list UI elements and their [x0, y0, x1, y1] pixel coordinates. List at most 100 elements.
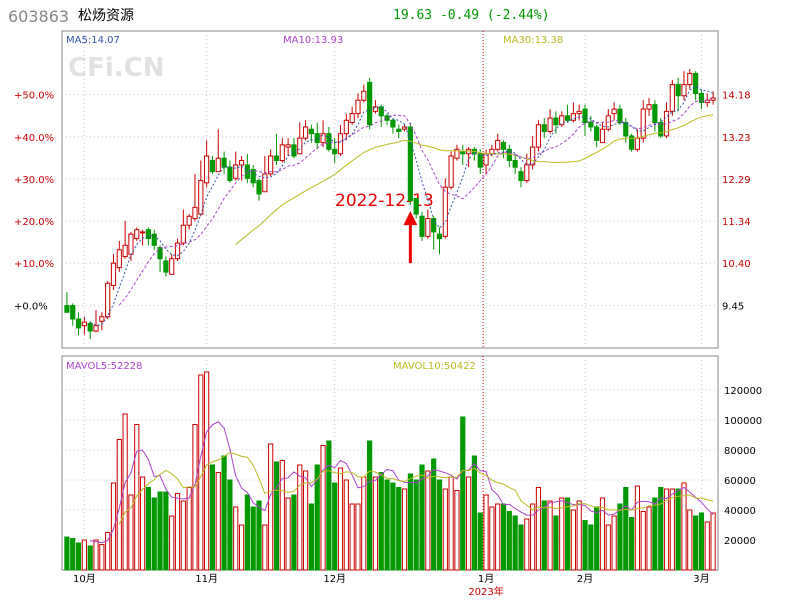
volume-bar	[535, 487, 542, 571]
volume-bar	[425, 470, 431, 571]
candle-up	[547, 117, 553, 132]
volume-bar	[139, 476, 146, 571]
candle-up	[442, 186, 448, 237]
x-year-label: 2023年	[468, 585, 503, 598]
candle-down	[675, 84, 681, 97]
x-month-label: 2月	[577, 573, 593, 585]
volume-bar	[640, 511, 646, 571]
volume-bar	[326, 440, 332, 571]
x-month-label: 1月	[478, 573, 494, 585]
y-left-tick-label: +20.0%	[14, 217, 54, 228]
candle-up	[81, 321, 87, 327]
ma30-line	[235, 114, 714, 245]
candle-up	[372, 106, 379, 112]
volume-bar	[512, 515, 518, 571]
volume-bar	[262, 524, 268, 571]
volume-bar	[204, 371, 210, 571]
candle-down	[594, 126, 600, 141]
volume-bar	[151, 497, 157, 571]
candle-up	[215, 157, 221, 173]
candle-down	[227, 166, 233, 182]
candle-down	[460, 151, 466, 155]
candle-up	[611, 108, 617, 115]
candle-down	[221, 157, 227, 168]
volume-bar	[116, 439, 122, 571]
candle-up	[122, 244, 128, 257]
candle-down	[250, 168, 256, 184]
volume-bar	[192, 424, 198, 571]
candle-down	[145, 229, 152, 240]
candle-up	[320, 133, 326, 144]
candle-down	[553, 117, 559, 126]
volume-bar	[594, 506, 600, 571]
y-left-tick-label: +0.0%	[14, 302, 48, 313]
candle-up	[599, 128, 606, 144]
volume-bar	[675, 488, 681, 571]
candle-up	[681, 84, 687, 97]
volume-bar	[93, 539, 99, 571]
volume-tick-label: 100000	[724, 416, 762, 427]
y-right-tick-label: 12.29	[722, 175, 751, 186]
candle-down	[541, 124, 547, 132]
volume-bar	[710, 512, 716, 571]
candle-down	[75, 318, 82, 329]
volume-tick-label: 120000	[724, 386, 762, 397]
volume-bar	[611, 515, 617, 571]
volume-bar	[70, 538, 76, 571]
volume-bar	[518, 524, 524, 571]
candle-down	[70, 305, 76, 320]
candle-up	[99, 316, 105, 322]
volume-bar	[215, 472, 221, 571]
volume-bar	[419, 464, 425, 571]
volume-bar	[658, 487, 664, 571]
volume-bar	[337, 467, 344, 571]
volume-bar	[681, 482, 687, 571]
volume-bar	[460, 416, 466, 571]
candle-down	[436, 233, 443, 240]
volume-bar	[250, 506, 256, 571]
volume-bar	[495, 503, 501, 571]
volume-tick-label: 40000	[724, 506, 756, 517]
volume-bar	[349, 503, 355, 571]
candle-down	[658, 122, 664, 137]
volume-bar	[355, 503, 361, 571]
price-panel-frame	[61, 30, 719, 349]
volume-bar	[145, 487, 152, 571]
volume-bar	[576, 500, 582, 571]
candle-down	[378, 106, 384, 117]
volume-bar	[180, 500, 186, 571]
volume-bar	[367, 440, 373, 571]
candle-up	[134, 229, 140, 240]
legend-mavol10: MAVOL10:50422	[393, 361, 476, 372]
volume-bar	[390, 482, 396, 571]
candle-up	[93, 325, 99, 332]
volume-bar	[87, 545, 93, 571]
stock-name: 松炀资源	[78, 8, 134, 24]
candle-up	[401, 126, 408, 130]
candle-up	[361, 90, 367, 101]
volume-bar	[279, 460, 285, 571]
candle-up	[233, 164, 239, 179]
candle-up	[180, 224, 186, 244]
volume-bar	[174, 493, 181, 571]
volume-bar	[623, 487, 629, 571]
volume-bar	[628, 517, 635, 571]
stock-code: 603863	[8, 7, 69, 26]
volume-bar	[693, 515, 699, 571]
volume-bar	[128, 494, 134, 571]
candle-down	[64, 305, 70, 313]
volume-bar	[646, 506, 652, 571]
volume-tick-label: 60000	[724, 476, 756, 487]
candle-down	[477, 153, 483, 168]
y-left-tick-label: +30.0%	[14, 175, 54, 186]
candle-up	[524, 164, 530, 182]
volume-panel-frame	[61, 355, 719, 571]
volume-bar	[134, 424, 140, 571]
candle-down	[291, 144, 297, 157]
candle-up	[285, 144, 291, 148]
x-month-label: 11月	[195, 573, 218, 585]
legend-ma10: MA10:13.93	[283, 35, 343, 46]
price-quote: 19.63 -0.49 (-2.44%)	[393, 8, 550, 23]
volume-bar	[198, 374, 204, 571]
